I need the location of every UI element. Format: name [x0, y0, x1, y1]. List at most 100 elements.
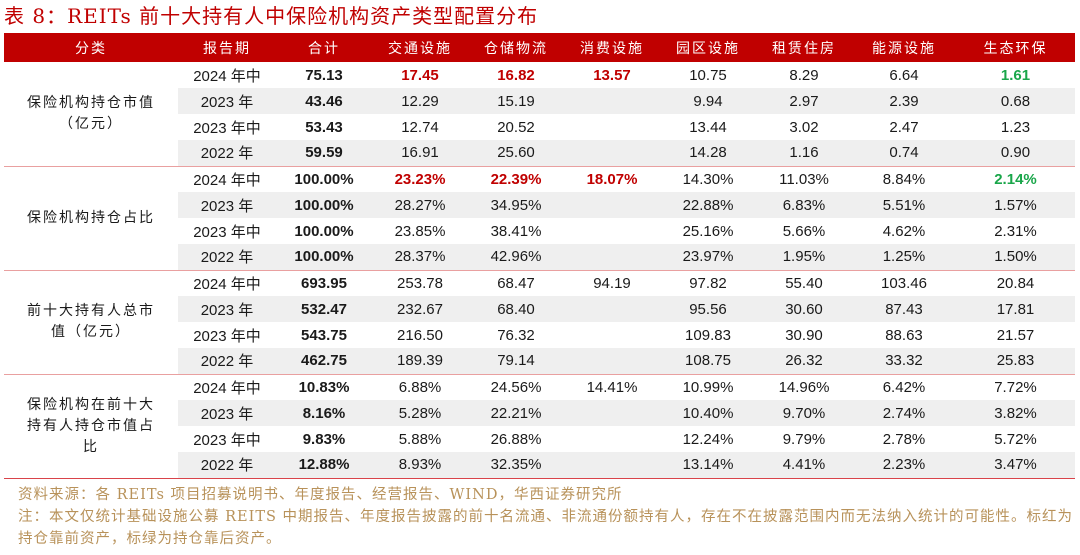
group-label: 前十大持有人总市值（亿元）: [4, 269, 178, 374]
value-eco-environment: 2.31%: [994, 222, 1037, 240]
value-rental-housing: 3.02: [789, 118, 819, 136]
value-energy: 8.84%: [852, 165, 956, 192]
table-row: 2022 年 12.88% 8.93% 32.35% 13.14% 4.41% 2.23% 3…: [4, 452, 1075, 479]
value-rental-housing: 1.16: [756, 140, 852, 166]
value-eco-environment: 17.81: [956, 296, 1075, 322]
header-row: 分类 报告期 合计 交通设施 仓储物流 消费设施 园区设施 租赁住房 能源设施 …: [4, 33, 1075, 62]
value-consumer: [564, 192, 660, 218]
value-consumer: [564, 244, 660, 270]
period-cell: 2023 年中: [193, 223, 261, 241]
value-transport: 28.27%: [372, 192, 468, 218]
value-consumer: [564, 348, 660, 374]
value-eco-environment: 7.72%: [956, 373, 1075, 400]
value-rental-housing: 30.90: [785, 326, 823, 344]
value-rental-housing: 55.40: [756, 269, 852, 296]
value-eco-environment: 1.57%: [956, 192, 1075, 218]
period-cell: 2023 年中: [193, 119, 261, 137]
period-cell: 2022 年: [178, 244, 276, 270]
group-label: 保险机构在前十大持有人持仓市值占比: [4, 373, 178, 479]
value-total: 53.43: [305, 118, 343, 136]
header-period: 报告期: [203, 40, 251, 57]
value-industrial-park: 10.75: [689, 66, 727, 84]
header-industrial-park: 园区设施: [676, 40, 740, 57]
header-total: 合计: [308, 40, 340, 57]
value-transport: 23.85%: [394, 222, 446, 240]
value-eco-environment: 0.68: [956, 88, 1075, 114]
value-warehouse-logistics: 25.60: [468, 140, 564, 166]
value-eco-environment: 1.61: [1000, 66, 1031, 84]
period-cell: 2023 年: [178, 296, 276, 322]
value-warehouse-logistics: 20.52: [497, 118, 535, 136]
table-row: 保险机构持仓占比 2024 年中 100.00% 23.23% 22.39% 18.07%…: [4, 165, 1075, 270]
value-total: 8.16%: [276, 400, 372, 426]
value-consumer: 94.19: [564, 269, 660, 296]
value-energy: 2.39: [852, 88, 956, 114]
value-consumer: 14.41%: [564, 373, 660, 400]
table-row: 2022 年 100.00% 28.37% 42.96% 23.97% 1.95% 1.25…: [4, 244, 1075, 270]
period-cell: 2023 年中: [193, 327, 261, 345]
value-energy: 103.46: [852, 269, 956, 296]
period-cell: 2022 年: [178, 348, 276, 374]
value-consumer: [564, 88, 660, 114]
value-eco-environment: 5.72%: [994, 430, 1037, 448]
value-rental-housing: 11.03%: [756, 165, 852, 192]
value-consumer: [564, 400, 660, 426]
table-row: 2023 年中 53.43 12.74 20.52 13.44 3.02 2.47 1.23: [4, 114, 1075, 140]
value-eco-environment: 21.57: [996, 326, 1035, 344]
value-transport: 253.78: [372, 269, 468, 296]
value-consumer: [564, 140, 660, 166]
value-warehouse-logistics: 34.95%: [468, 192, 564, 218]
source-note: 资料来源：各 REITs 项目招募说明书、年度报告、经营报告、WIND，华西证券…: [18, 487, 623, 503]
value-transport: 216.50: [397, 326, 443, 344]
value-warehouse-logistics: 22.39%: [468, 165, 564, 192]
header-energy: 能源设施: [872, 40, 936, 57]
value-industrial-park: 23.97%: [660, 244, 756, 270]
value-energy: 88.63: [885, 326, 923, 344]
value-consumer: [564, 322, 660, 348]
period-cell: 2024 年中: [193, 67, 261, 85]
value-transport: 6.88%: [372, 373, 468, 400]
value-consumer: [564, 114, 660, 140]
footer: 资料来源：各 REITs 项目招募说明书、年度报告、经营报告、WIND，华西证券…: [18, 484, 1078, 550]
value-energy: 5.51%: [852, 192, 956, 218]
period-cell: 2022 年: [178, 140, 276, 166]
value-total: 693.95: [276, 269, 372, 296]
value-energy: 2.78%: [882, 430, 926, 448]
header-warehouse-logistics: 仓储物流: [484, 40, 548, 57]
period-cell: 2024 年中: [178, 269, 276, 296]
value-total: 100.00%: [276, 165, 372, 192]
value-warehouse-logistics: 38.41%: [490, 222, 542, 240]
value-consumer: [564, 296, 660, 322]
value-transport: 28.37%: [372, 244, 468, 270]
period-cell: 2023 年: [178, 400, 276, 426]
value-energy: 2.74%: [852, 400, 956, 426]
value-industrial-park: 25.16%: [682, 222, 734, 240]
value-industrial-park: 12.24%: [682, 430, 734, 448]
value-warehouse-logistics: 15.19: [468, 88, 564, 114]
value-transport: 17.45: [401, 66, 439, 84]
value-warehouse-logistics: 24.56%: [468, 373, 564, 400]
value-industrial-park: 22.88%: [660, 192, 756, 218]
value-rental-housing: 1.95%: [756, 244, 852, 270]
header-transport: 交通设施: [388, 40, 452, 57]
table-row: 2023 年 43.46 12.29 15.19 9.94 2.97 2.39 0.68: [4, 88, 1075, 114]
value-total: 75.13: [305, 66, 343, 84]
table-row: 2023 年 8.16% 5.28% 22.21% 10.40% 9.70% 2.74% 3.…: [4, 400, 1075, 426]
value-industrial-park: 13.14%: [660, 452, 756, 479]
table-row: 2023 年中 543.75 216.50 76.32 109.83 30.90 88.63…: [4, 322, 1075, 348]
value-transport: 23.23%: [372, 165, 468, 192]
value-total: 10.83%: [276, 373, 372, 400]
table-title: 表 8：REITs 前十大持有人中保险机构资产类型配置分布: [4, 4, 539, 28]
table-row: 2023 年中 100.00% 23.85% 38.41% 25.16% 5.66% 4.6…: [4, 218, 1075, 244]
value-energy: 6.64: [889, 66, 919, 84]
value-eco-environment: 1.50%: [956, 244, 1075, 270]
value-transport: 5.28%: [372, 400, 468, 426]
value-consumer: 18.07%: [564, 165, 660, 192]
value-industrial-park: 10.40%: [660, 400, 756, 426]
value-warehouse-logistics: 68.47: [468, 269, 564, 296]
table-row: 保险机构在前十大持有人持仓市值占比 2024 年中 10.83% 6.88% 24.56…: [4, 373, 1075, 479]
value-industrial-park: 14.30%: [660, 165, 756, 192]
value-total: 462.75: [276, 348, 372, 374]
value-eco-environment: 2.14%: [956, 165, 1075, 192]
period-cell: 2022 年: [178, 452, 276, 479]
